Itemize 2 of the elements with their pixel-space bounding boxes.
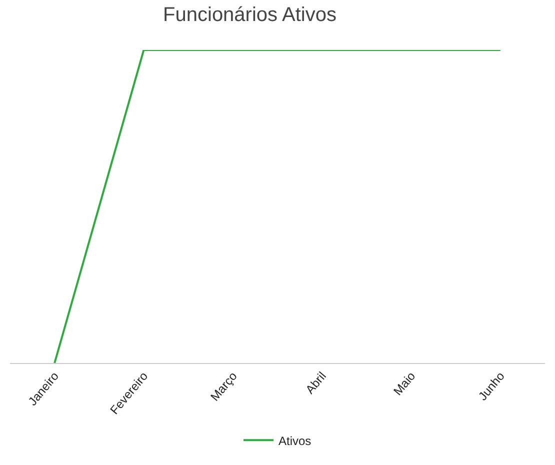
legend-label: Ativos	[278, 434, 312, 448]
chart-title: Funcionários Ativos	[163, 4, 336, 26]
